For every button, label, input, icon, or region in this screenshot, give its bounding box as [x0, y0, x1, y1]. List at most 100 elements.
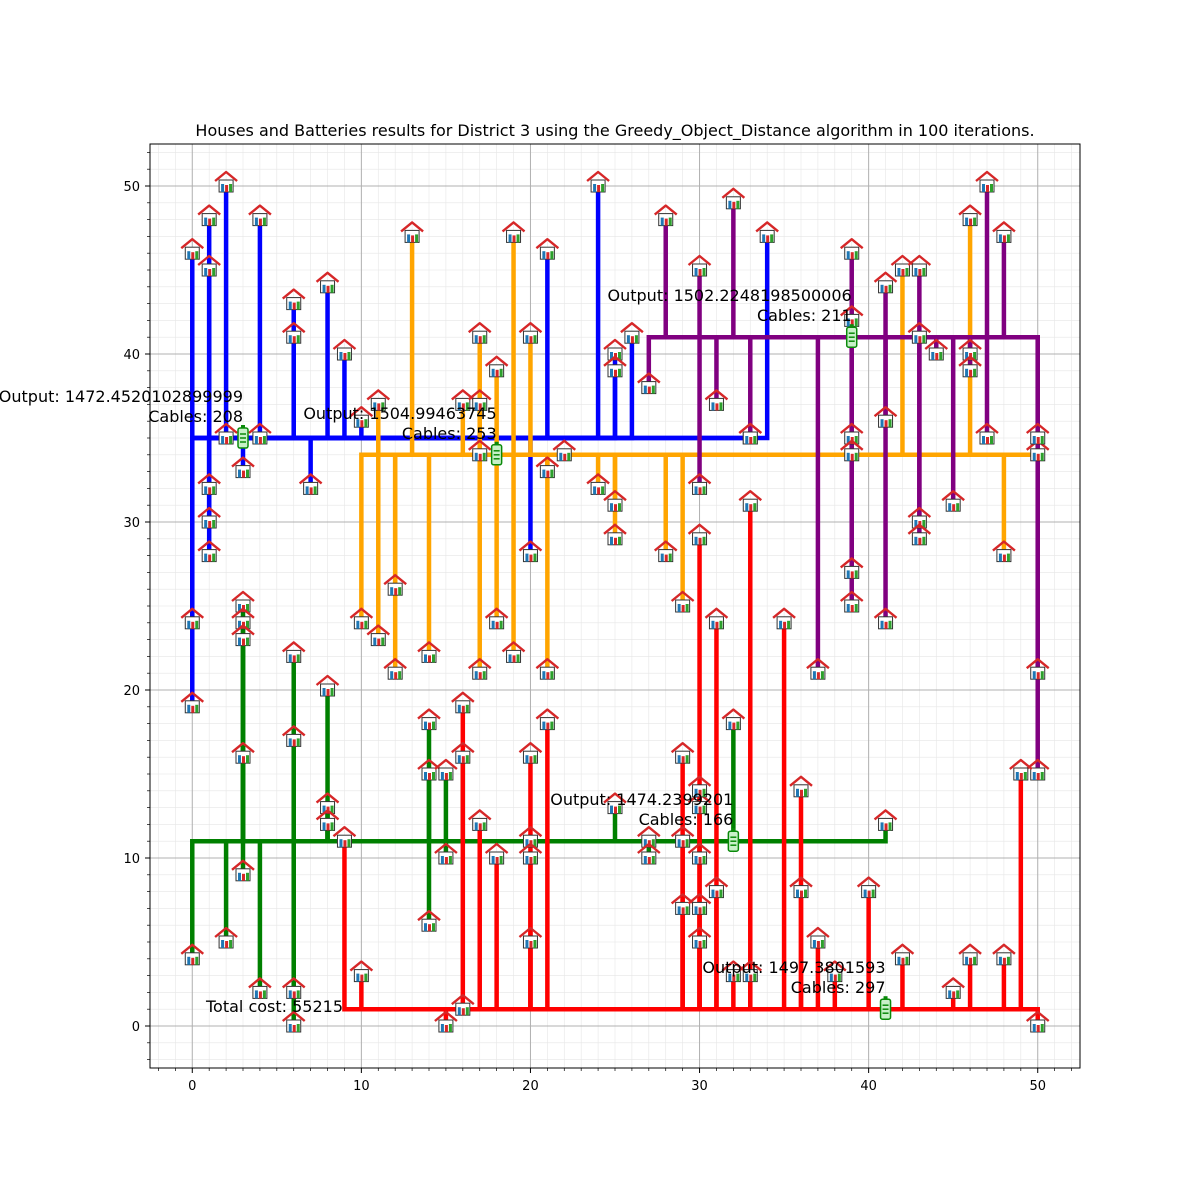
house-roof [383, 658, 407, 670]
house-icon [248, 422, 272, 445]
house-door [681, 605, 685, 612]
house-window [651, 385, 655, 394]
house-window [296, 654, 300, 663]
house-window [313, 486, 317, 495]
house-roof [839, 237, 864, 250]
house-window [888, 822, 892, 831]
house-window [296, 990, 300, 999]
house-door [664, 554, 668, 562]
house-roof [535, 237, 560, 250]
house-icon [197, 540, 221, 563]
battery-icon [237, 425, 249, 449]
house-roof [451, 742, 475, 754]
house-icon [839, 422, 864, 445]
house-window [212, 217, 216, 226]
house-window [685, 906, 689, 915]
house-icon [873, 271, 898, 294]
house-door [1036, 437, 1040, 444]
house-window [347, 352, 351, 360]
house-icon [755, 221, 779, 243]
house-window [1040, 671, 1044, 680]
house-icon [687, 523, 712, 546]
house-door [191, 621, 195, 629]
house-roof [637, 826, 661, 838]
house-roof [992, 221, 1016, 233]
house-icon [231, 624, 255, 647]
house-door [529, 941, 533, 948]
house-roof [366, 389, 391, 401]
house-roof [281, 288, 306, 300]
house-window [550, 469, 554, 478]
house-door [918, 537, 922, 545]
house-window [990, 184, 993, 192]
house-roof [755, 221, 779, 233]
house-roof [670, 826, 695, 838]
house-window [651, 856, 655, 864]
house-icon [670, 893, 695, 915]
battery-output-label: Output: 1497.3801593 [702, 958, 885, 977]
house-roof [231, 590, 255, 602]
house-window [854, 251, 858, 260]
house-window [305, 486, 309, 495]
house-icon [535, 708, 560, 731]
house-roof [603, 490, 627, 502]
x-tick-label: 40 [860, 1079, 877, 1094]
house-door [800, 890, 803, 898]
house-icon [873, 406, 898, 428]
house-icon [417, 708, 441, 731]
chart-title: Houses and Batteries results for Distric… [195, 121, 1034, 141]
house-window [499, 368, 503, 377]
house-window [711, 889, 715, 898]
house-door [444, 773, 448, 780]
house-window [390, 587, 394, 596]
house-door [326, 689, 330, 696]
house-icon [332, 826, 357, 848]
house-icon [637, 842, 661, 865]
house-window [685, 839, 689, 848]
house-window [356, 419, 360, 428]
house-window [787, 620, 791, 629]
house-icon [501, 641, 526, 663]
house-window [668, 553, 672, 562]
house-window [440, 772, 444, 780]
house-icon [1025, 422, 1050, 445]
house-window [254, 990, 258, 999]
house-door [258, 991, 262, 999]
house-window [837, 973, 841, 982]
house-roof [315, 674, 340, 686]
house-window [804, 788, 807, 797]
house-window [238, 620, 241, 629]
house-icon [687, 926, 712, 949]
house-window [820, 940, 824, 948]
house-window [204, 553, 208, 562]
house-window [702, 856, 706, 864]
house-roof [518, 926, 543, 938]
house-roof [349, 406, 374, 418]
house-icon [400, 221, 424, 243]
house-icon [366, 389, 391, 411]
house-icon [704, 607, 729, 630]
house-roof [907, 506, 932, 518]
house-door [614, 537, 617, 545]
house-roof [941, 490, 965, 502]
house-icon [637, 372, 661, 395]
house-roof [467, 809, 492, 821]
house-door [918, 269, 922, 276]
house-window [457, 1007, 461, 1016]
house-window [221, 184, 225, 192]
house-window [187, 956, 191, 965]
house-window [880, 419, 884, 428]
house-roof [417, 641, 441, 653]
house-icon [958, 338, 982, 361]
house-window [499, 620, 503, 629]
house-window [626, 335, 630, 344]
house-roof [417, 708, 441, 720]
house-window [694, 536, 698, 545]
house-window [567, 452, 571, 461]
house-roof [958, 355, 982, 367]
house-window [1023, 772, 1027, 780]
batteries-layer [237, 324, 892, 1020]
house-door [952, 504, 956, 512]
house-window [407, 234, 411, 243]
x-tick-label: 20 [522, 1079, 539, 1094]
